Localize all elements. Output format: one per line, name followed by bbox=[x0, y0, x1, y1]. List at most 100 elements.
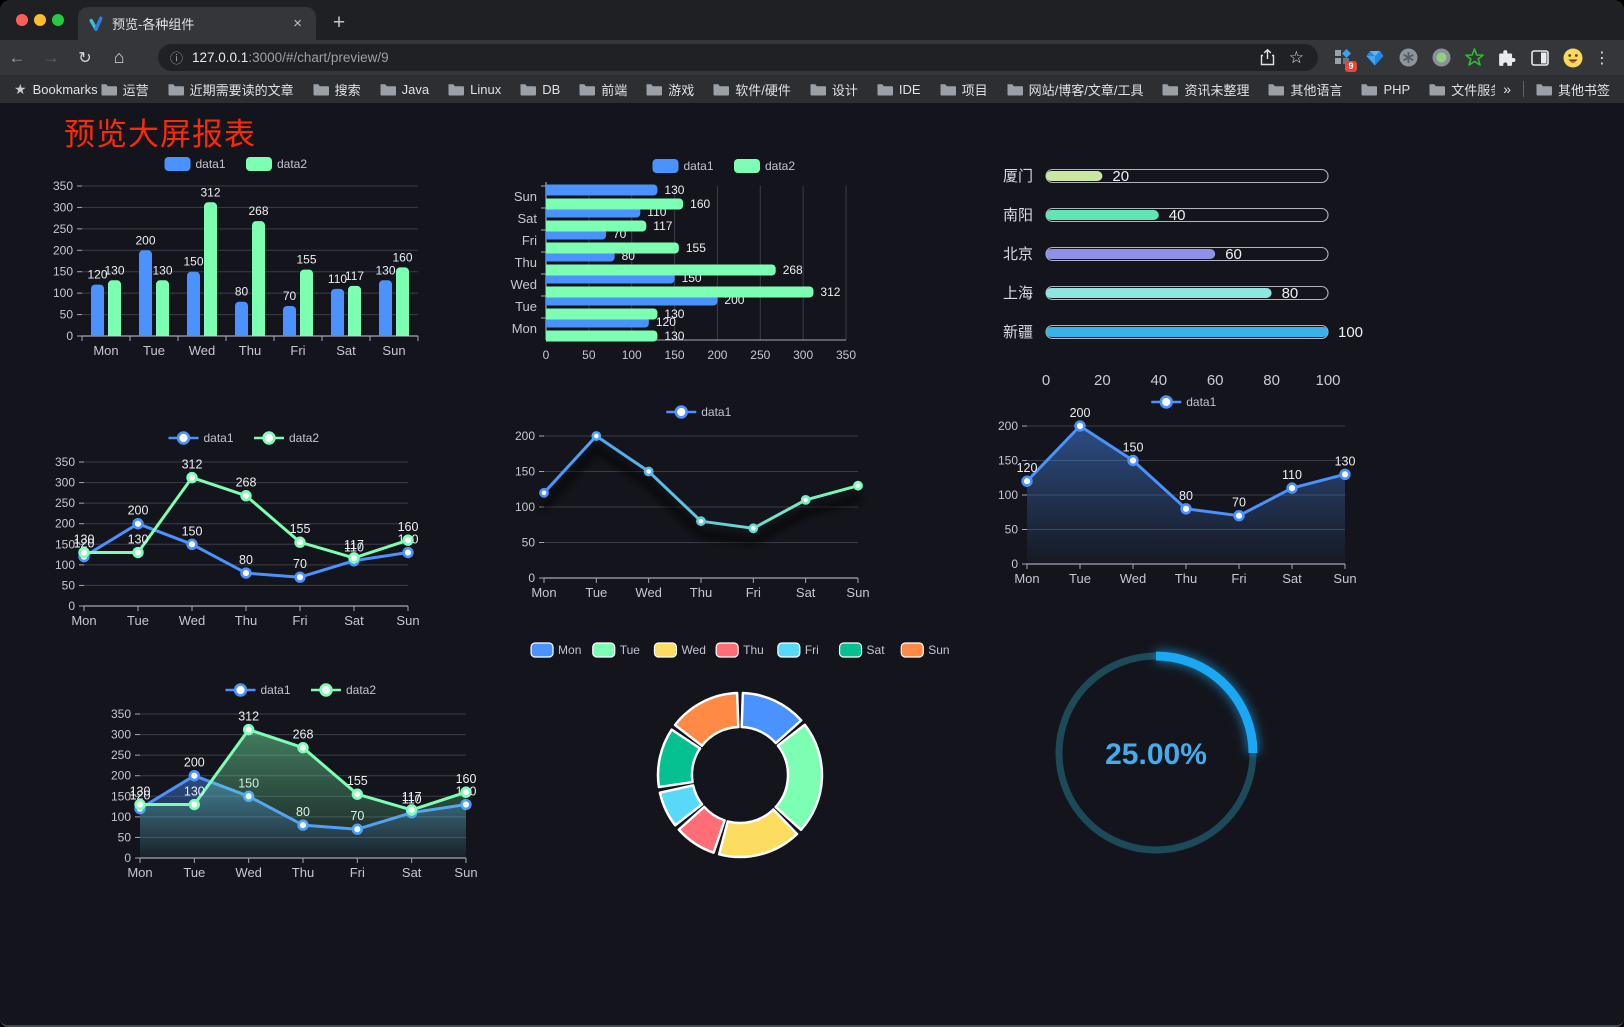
grouped-bar-chart[interactable]: data1 data2 0 50 100 150 200 250 300 350 Mon Tue Wed… bbox=[38, 148, 430, 366]
svg-text:40: 40 bbox=[1150, 372, 1167, 389]
site-info-icon[interactable]: ⓘ bbox=[170, 51, 184, 66]
extension-emoji-icon[interactable] bbox=[1563, 48, 1583, 68]
gradient-line-chart[interactable]: data1 0 50 100 150 200 Mon Tue Wed Thu Fri Sat Sun bbox=[500, 396, 872, 612]
bookmark-item[interactable]: 其他语言 bbox=[1268, 80, 1342, 99]
svg-text:150: 150 bbox=[665, 348, 685, 362]
bookmark-item[interactable]: 前端 bbox=[579, 80, 627, 99]
bookmark-item[interactable]: PHP bbox=[1361, 82, 1410, 97]
bookmark-item[interactable]: Linux bbox=[448, 82, 501, 97]
svg-text:312: 312 bbox=[820, 285, 840, 299]
maximize-window-button[interactable] bbox=[52, 14, 64, 26]
bookmark-item[interactable]: 游戏 bbox=[646, 80, 694, 99]
extension-sidebar-icon[interactable] bbox=[1530, 48, 1550, 68]
city-progress-chart[interactable]: 厦门 20 南阳 40 北京 60 上海 80 新疆 100 0 20 40 60 80 100 bbox=[988, 155, 1380, 389]
folder-icon bbox=[1536, 83, 1552, 95]
bookmark-item[interactable]: 资讯未整理 bbox=[1162, 80, 1249, 99]
active-tab[interactable]: 预览-各种组件 × bbox=[78, 7, 316, 40]
two-series-area-chart[interactable]: data1 data2 0 50 100 150 200 250 300 350 Mon Tue Wed… bbox=[96, 674, 480, 892]
svg-text:80: 80 bbox=[239, 553, 253, 567]
address-bar[interactable]: ⓘ 127.0.0.1:3000/#/chart/preview/9 ☆ bbox=[158, 44, 1318, 71]
tab-strip: 预览-各种组件 × + bbox=[0, 0, 1624, 40]
bookmark-item[interactable]: 网站/博客/文章/工具 bbox=[1007, 80, 1143, 99]
extension-puzzle-icon[interactable] bbox=[1497, 48, 1517, 68]
svg-text:160: 160 bbox=[392, 250, 412, 264]
svg-text:150: 150 bbox=[183, 255, 203, 269]
svg-text:200: 200 bbox=[184, 756, 205, 770]
svg-text:60: 60 bbox=[1225, 246, 1242, 263]
tab-close-icon[interactable]: × bbox=[293, 15, 302, 32]
svg-text:268: 268 bbox=[293, 728, 314, 742]
svg-text:Sat: Sat bbox=[402, 865, 422, 880]
bookmark-item[interactable]: 运营 bbox=[101, 80, 149, 99]
svg-text:Thu: Thu bbox=[743, 643, 764, 657]
svg-text:200: 200 bbox=[998, 419, 1018, 433]
bookmark-item[interactable]: 项目 bbox=[940, 80, 988, 99]
svg-text:Fri: Fri bbox=[350, 865, 365, 880]
extension-circle-dot-icon[interactable] bbox=[1431, 48, 1451, 68]
browser-menu-icon[interactable]: ⋮ bbox=[1594, 49, 1610, 67]
extension-green-star-icon[interactable] bbox=[1464, 48, 1484, 68]
svg-text:Wed: Wed bbox=[635, 585, 662, 600]
svg-text:Mon: Mon bbox=[512, 321, 537, 336]
svg-text:200: 200 bbox=[707, 348, 727, 362]
extension-circle-asterisk-icon[interactable] bbox=[1398, 48, 1418, 68]
bookmark-label: 游戏 bbox=[668, 82, 695, 98]
bookmark-item[interactable]: 搜索 bbox=[313, 80, 361, 99]
bookmark-item[interactable]: DB bbox=[520, 82, 560, 97]
extension-gem-icon[interactable] bbox=[1365, 48, 1385, 68]
bookmark-item[interactable]: Java bbox=[380, 82, 429, 97]
bookmark-item[interactable]: 设计 bbox=[810, 80, 858, 99]
folder-icon bbox=[1361, 83, 1378, 95]
svg-text:Sat: Sat bbox=[517, 211, 537, 226]
svg-text:Thu: Thu bbox=[515, 255, 537, 270]
bookmark-item[interactable]: 文件服务器 bbox=[1429, 80, 1495, 99]
svg-text:130: 130 bbox=[130, 785, 151, 799]
bookmarks-manager-item[interactable]: ★ Bookmarks bbox=[14, 81, 98, 98]
svg-text:70: 70 bbox=[1232, 496, 1246, 510]
two-series-line-chart[interactable]: data1 data2 0 50 100 150 200 250 300 350 Mon Tue Wed… bbox=[40, 422, 422, 640]
bookmark-label: DB bbox=[542, 81, 561, 97]
url-host: 127.0.0.1 bbox=[192, 50, 249, 65]
extension-grid-icon[interactable]: 9 bbox=[1332, 48, 1357, 72]
back-icon[interactable]: ← bbox=[8, 47, 26, 67]
folder-icon bbox=[713, 83, 730, 95]
svg-text:50: 50 bbox=[62, 578, 76, 592]
svg-text:50: 50 bbox=[118, 830, 132, 844]
bookmark-item[interactable]: IDE bbox=[877, 82, 921, 97]
bookmarks-overflow-icon[interactable]: » bbox=[1503, 81, 1511, 97]
home-icon[interactable]: ⌂ bbox=[113, 47, 125, 67]
svg-text:200: 200 bbox=[128, 504, 149, 518]
svg-text:Tue: Tue bbox=[515, 299, 537, 314]
svg-text:Fri: Fri bbox=[522, 233, 537, 248]
svg-text:100: 100 bbox=[111, 810, 131, 824]
svg-text:117: 117 bbox=[402, 790, 422, 804]
reload-icon[interactable]: ↻ bbox=[78, 49, 92, 67]
svg-text:110: 110 bbox=[328, 272, 347, 286]
other-bookmarks-item[interactable]: 其他书签 bbox=[1536, 80, 1610, 99]
svg-text:50: 50 bbox=[522, 536, 536, 550]
folder-icon bbox=[877, 83, 893, 95]
new-tab-button[interactable]: + bbox=[332, 11, 346, 34]
svg-text:160: 160 bbox=[690, 197, 710, 211]
svg-text:100: 100 bbox=[515, 500, 535, 514]
svg-text:Mon: Mon bbox=[127, 865, 152, 880]
forward-icon[interactable]: → bbox=[42, 47, 60, 67]
share-icon[interactable] bbox=[1260, 49, 1275, 66]
svg-text:0: 0 bbox=[66, 329, 73, 343]
minimize-window-button[interactable] bbox=[34, 14, 46, 26]
week-donut-chart[interactable]: Mon Tue Wed Thu Fri Sat Sun bbox=[530, 634, 950, 884]
close-window-button[interactable] bbox=[16, 14, 28, 26]
bookmark-star-icon[interactable]: ☆ bbox=[1288, 47, 1304, 67]
svg-text:250: 250 bbox=[53, 222, 73, 236]
bookmark-item[interactable]: 近期需要读的文章 bbox=[168, 80, 294, 99]
svg-text:20: 20 bbox=[1112, 168, 1129, 185]
svg-text:312: 312 bbox=[182, 458, 203, 472]
svg-text:117: 117 bbox=[344, 538, 364, 552]
percent-gauge-chart[interactable]: 25.00% bbox=[1036, 638, 1280, 876]
bookmarks-divider bbox=[1522, 81, 1524, 97]
svg-text:130: 130 bbox=[1335, 454, 1356, 468]
bookmark-item[interactable]: 软件/硬件 bbox=[713, 80, 791, 99]
svg-text:0: 0 bbox=[124, 851, 131, 865]
area-line-chart[interactable]: data1 0 50 100 150 200 Mon Tue Wed Thu Fri Sat Sun 12… bbox=[983, 386, 1359, 598]
